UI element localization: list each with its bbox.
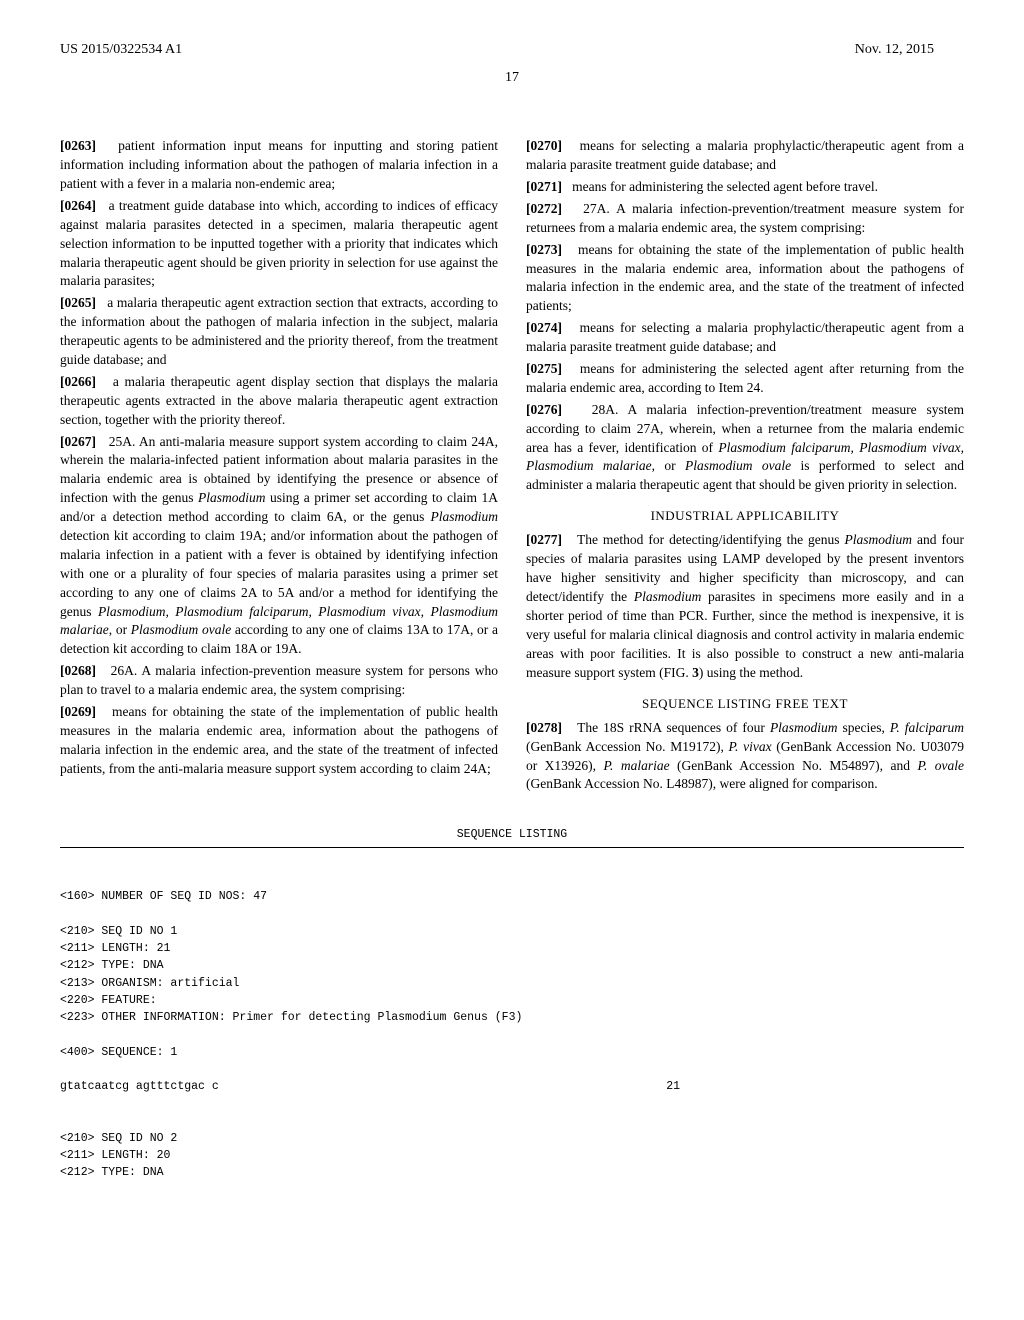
para-text: means for obtaining the state of the imp… — [526, 242, 964, 314]
para-num: [0273] — [526, 242, 562, 257]
para-text: means for selecting a malaria prophylact… — [526, 320, 964, 354]
para-num: [0275] — [526, 361, 562, 376]
para-num: [0266] — [60, 374, 96, 389]
para-num: [0263] — [60, 138, 96, 153]
para-0275: [0275] means for administering the selec… — [526, 360, 964, 398]
right-column: [0270] means for selecting a malaria pro… — [526, 137, 964, 797]
para-text: a malaria therapeutic agent extraction s… — [60, 295, 498, 367]
para-num: [0265] — [60, 295, 96, 310]
page-number: 17 — [60, 68, 964, 88]
para-0272: [0272] 27A. A malaria infection-preventi… — [526, 200, 964, 238]
para-text: ) using the method. — [699, 665, 803, 680]
para-0278: [0278] The 18S rRNA sequences of four Pl… — [526, 719, 964, 795]
para-text: a malaria therapeutic agent display sect… — [60, 374, 498, 427]
para-num: [0264] — [60, 198, 96, 213]
para-0271: [0271] means for administering the selec… — [526, 178, 964, 197]
para-0266: [0266] a malaria therapeutic agent displ… — [60, 373, 498, 430]
para-num: [0272] — [526, 201, 562, 216]
sequence-listing-block: <160> NUMBER OF SEQ ID NOS: 47 <210> SEQ… — [60, 888, 964, 1181]
para-0269: [0269] means for obtaining the state of … — [60, 703, 498, 779]
para-text: species, — [837, 720, 889, 735]
heading-sequence-listing-free-text: SEQUENCE LISTING FREE TEXT — [526, 695, 964, 713]
para-num: [0277] — [526, 532, 562, 547]
para-text: (GenBank Accession No. M19172), — [526, 739, 729, 754]
para-0274: [0274] means for selecting a malaria pro… — [526, 319, 964, 357]
para-text: means for administering the selected age… — [572, 179, 878, 194]
para-0265: [0265] a malaria therapeutic agent extra… — [60, 294, 498, 370]
taxon: P. falciparum — [890, 720, 964, 735]
para-text: The 18S rRNA sequences of four — [577, 720, 770, 735]
taxon: Plasmodium — [634, 589, 702, 604]
sequence-listing-title: SEQUENCE LISTING — [60, 827, 964, 843]
para-text: The method for detecting/identifying the… — [577, 532, 845, 547]
para-0267: [0267] 25A. An anti-malaria measure supp… — [60, 433, 498, 660]
para-num: [0276] — [526, 402, 562, 417]
taxon: Plasmodium ovale — [685, 458, 791, 473]
taxon: Plasmodium — [431, 509, 499, 524]
heading-industrial-applicability: INDUSTRIAL APPLICABILITY — [526, 507, 964, 525]
taxon: P. vivax — [729, 739, 772, 754]
para-text: patient information input means for inpu… — [60, 138, 498, 191]
taxon: Plasmodium ovale — [131, 622, 231, 637]
para-text: means for obtaining the state of the imp… — [60, 704, 498, 776]
para-text: means for administering the selected age… — [526, 361, 964, 395]
para-text: means for selecting a malaria prophylact… — [526, 138, 964, 172]
taxon: Plasmodium — [198, 490, 266, 505]
body-columns: [0263] patient information input means f… — [60, 137, 964, 797]
para-num: [0274] — [526, 320, 562, 335]
divider — [60, 847, 964, 848]
para-0273: [0273] means for obtaining the state of … — [526, 241, 964, 317]
para-0264: [0264] a treatment guide database into w… — [60, 197, 498, 291]
para-text: , or — [652, 458, 685, 473]
para-0270: [0270] means for selecting a malaria pro… — [526, 137, 964, 175]
left-column: [0263] patient information input means f… — [60, 137, 498, 797]
para-num: [0270] — [526, 138, 562, 153]
para-num: [0269] — [60, 704, 96, 719]
patent-header: US 2015/0322534 A1 Nov. 12, 2015 — [60, 40, 964, 60]
para-text: (GenBank Accession No. L48987), were ali… — [526, 776, 878, 791]
para-num: [0278] — [526, 720, 562, 735]
para-0277: [0277] The method for detecting/identify… — [526, 531, 964, 682]
para-text: (GenBank Accession No. M54897), and — [670, 758, 918, 773]
para-num: [0268] — [60, 663, 96, 678]
para-0276: [0276] 28A. A malaria infection-preventi… — [526, 401, 964, 495]
fig-ref: 3 — [692, 665, 699, 680]
para-text: 26A. A malaria infection-prevention meas… — [60, 663, 498, 697]
para-0263: [0263] patient information input means f… — [60, 137, 498, 194]
para-num: [0267] — [60, 434, 96, 449]
para-num: [0271] — [526, 179, 562, 194]
taxon: P. malariae — [604, 758, 670, 773]
para-text: 27A. A malaria infection-prevention/trea… — [526, 201, 964, 235]
publication-number: US 2015/0322534 A1 — [60, 40, 182, 60]
para-text: a treatment guide database into which, a… — [60, 198, 498, 289]
para-0268: [0268] 26A. A malaria infection-preventi… — [60, 662, 498, 700]
taxon: P. ovale — [917, 758, 964, 773]
para-text: , or — [109, 622, 131, 637]
taxon: Plasmodium — [845, 532, 913, 547]
publication-date: Nov. 12, 2015 — [855, 40, 934, 60]
taxon: Plasmodium — [770, 720, 838, 735]
